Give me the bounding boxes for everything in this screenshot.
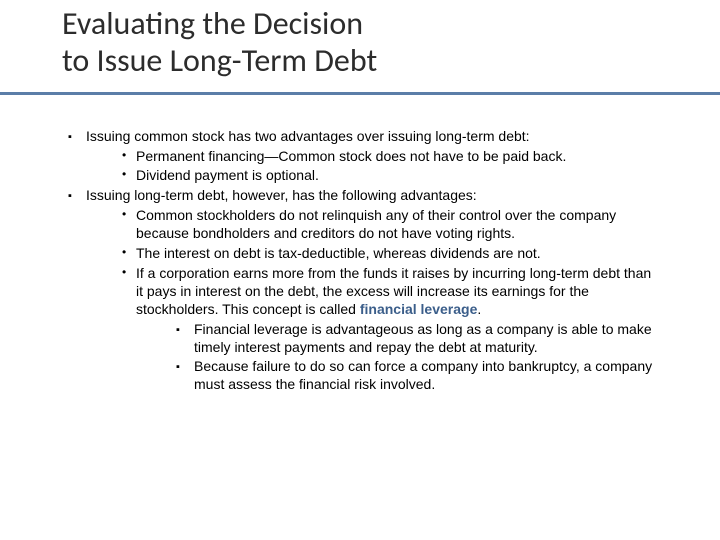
dot-bullet-icon: • [122,265,136,319]
accent-bar [0,92,720,95]
dot-bullet-icon: • [122,148,136,166]
square-bullet-icon: ▪ [176,358,194,394]
dot-bullet-icon: • [122,245,136,263]
bullet-lvl1: ▪ Issuing long-term debt, however, has t… [68,187,660,205]
slide-title-line2: to Issue Long-Term Debt [62,43,720,80]
bullet-text: Issuing long-term debt, however, has the… [86,187,660,205]
square-bullet-icon: ▪ [176,321,194,357]
square-bullet-icon: ▪ [68,187,86,205]
slide-title-line1: Evaluating the Decision [62,6,720,43]
bullet-lvl2: • If a corporation earns more from the f… [68,265,660,319]
text-post: . [477,301,481,317]
bullet-lvl2: • Common stockholders do not relinquish … [68,207,660,243]
bullet-text: Issuing common stock has two advantages … [86,128,660,146]
square-bullet-icon: ▪ [68,128,86,146]
bullet-text: The interest on debt is tax-deductible, … [136,245,660,263]
title-region: Evaluating the Decision to Issue Long-Te… [0,0,720,80]
dot-bullet-icon: • [122,167,136,185]
bullet-text: Because failure to do so can force a com… [194,358,660,394]
bullet-lvl3: ▪ Financial leverage is advantageous as … [68,321,660,357]
bullet-text: Financial leverage is advantageous as lo… [194,321,660,357]
content-body: ▪ Issuing common stock has two advantage… [0,80,720,395]
dot-bullet-icon: • [122,207,136,243]
bullet-text: Common stockholders do not relinquish an… [136,207,660,243]
key-term: financial leverage [360,301,478,317]
bullet-text: Dividend payment is optional. [136,167,660,185]
bullet-lvl2: • Dividend payment is optional. [68,167,660,185]
bullet-lvl3: ▪ Because failure to do so can force a c… [68,358,660,394]
bullet-lvl1: ▪ Issuing common stock has two advantage… [68,128,660,146]
bullet-lvl2: • Permanent financing—Common stock does … [68,148,660,166]
bullet-text: Permanent financing—Common stock does no… [136,148,660,166]
bullet-text: If a corporation earns more from the fun… [136,265,660,319]
bullet-lvl2: • The interest on debt is tax-deductible… [68,245,660,263]
